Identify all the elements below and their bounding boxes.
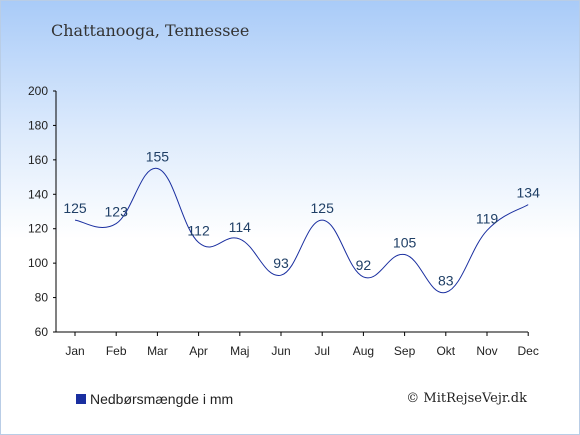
legend-label: Nedbørsmængde i mm [90, 391, 234, 407]
y-tick-label: 140 [28, 187, 48, 201]
x-tick-label: Aug [353, 344, 374, 358]
x-tick-label: Jun [271, 344, 290, 358]
chart-subtitle: Chattanooga, Tennessee [51, 21, 250, 40]
data-labels: 125 123 155 112 114 93 125 92 105 83 119 134 [63, 148, 540, 288]
data-label: 112 [187, 222, 210, 238]
x-tick-label: Maj [230, 344, 249, 358]
data-label: 125 [311, 200, 335, 216]
y-tick-label: 200 [28, 84, 48, 98]
data-label: 134 [517, 185, 541, 201]
y-tick-label: 160 [28, 153, 48, 167]
x-tick-label: Apr [189, 344, 208, 358]
data-label: 92 [356, 257, 372, 273]
x-tick-label: Sep [394, 344, 416, 358]
x-tick-label: Dec [518, 344, 539, 358]
y-tick-label: 180 [28, 118, 48, 132]
y-tick-label: 80 [35, 291, 49, 305]
data-label: 93 [273, 255, 289, 271]
chart-axes [55, 91, 528, 333]
legend-swatch-icon [76, 394, 86, 404]
chart-legend: Nedbørsmængde i mm [76, 391, 233, 407]
x-tick-label: Feb [106, 344, 127, 358]
y-tick-label: 120 [28, 222, 48, 236]
y-tick-label: 100 [28, 256, 48, 270]
y-axis-ticks: 60 80 100 120 140 160 180 200 [28, 84, 56, 339]
x-tick-label: Jul [315, 344, 330, 358]
data-label: 119 [476, 210, 499, 226]
x-tick-label: Mar [147, 344, 168, 358]
x-axis-ticks: Jan Feb Mar Apr Maj Jun Jul Aug Sep Okt Nov Dec [65, 332, 539, 358]
data-label: 83 [438, 272, 454, 288]
data-label: 155 [146, 148, 170, 164]
data-label: 105 [393, 235, 417, 251]
x-tick-label: Nov [476, 344, 497, 358]
x-tick-label: Jan [65, 344, 84, 358]
precipitation-line [74, 167, 529, 293]
data-label: 125 [63, 200, 87, 216]
x-tick-label: Okt [436, 344, 455, 358]
data-label: 114 [229, 219, 252, 235]
y-tick-label: 60 [35, 325, 49, 339]
credit-text: © MitRejseVejr.dk [406, 391, 527, 406]
data-label: 123 [105, 204, 129, 220]
